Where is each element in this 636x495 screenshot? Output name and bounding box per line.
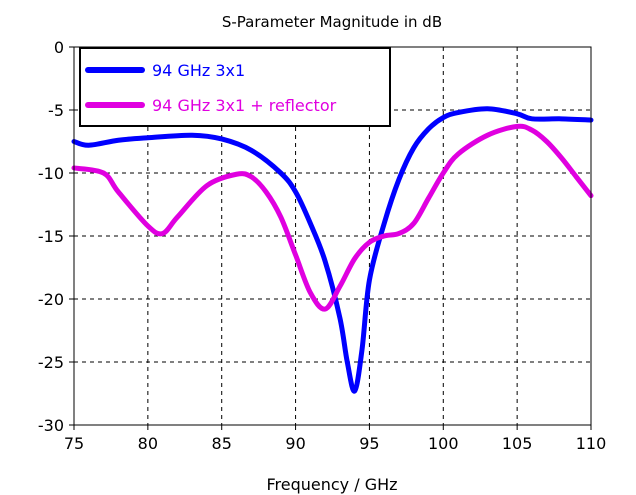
series-line-blue <box>71 106 594 394</box>
x-tick-label: 105 <box>502 434 533 453</box>
x-tick-label: 90 <box>285 434 305 453</box>
x-axis-label: Frequency / GHz <box>266 475 397 494</box>
y-tick-label: 0 <box>54 38 64 57</box>
series-lines <box>71 106 594 394</box>
y-tick-label: -20 <box>38 290 64 309</box>
legend-label-magenta: 94 GHz 3x1 + reflector <box>152 96 337 115</box>
series-line-magenta <box>71 123 594 312</box>
y-tick-label: -10 <box>38 164 64 183</box>
legend: 94 GHz 3x1 94 GHz 3x1 + reflector <box>79 47 391 127</box>
x-tick-label: 95 <box>359 434 379 453</box>
y-tick-label: -5 <box>48 101 64 120</box>
y-tick-label: -25 <box>38 353 64 372</box>
legend-label-blue: 94 GHz 3x1 <box>152 61 245 80</box>
legend-box <box>79 47 391 127</box>
y-tick-label: -15 <box>38 227 64 246</box>
x-tick-label: 80 <box>138 434 158 453</box>
tick-labels: 75 80 85 90 95 100 105 110 0 -5 -10 -15 -20 -25 -30 <box>38 38 606 453</box>
x-tick-label: 110 <box>576 434 607 453</box>
x-tick-label: 100 <box>428 434 459 453</box>
x-tick-label: 75 <box>64 434 84 453</box>
x-tick-label: 85 <box>212 434 232 453</box>
chart-title: S-Parameter Magnitude in dB <box>222 13 442 31</box>
y-tick-label: -30 <box>38 416 64 435</box>
